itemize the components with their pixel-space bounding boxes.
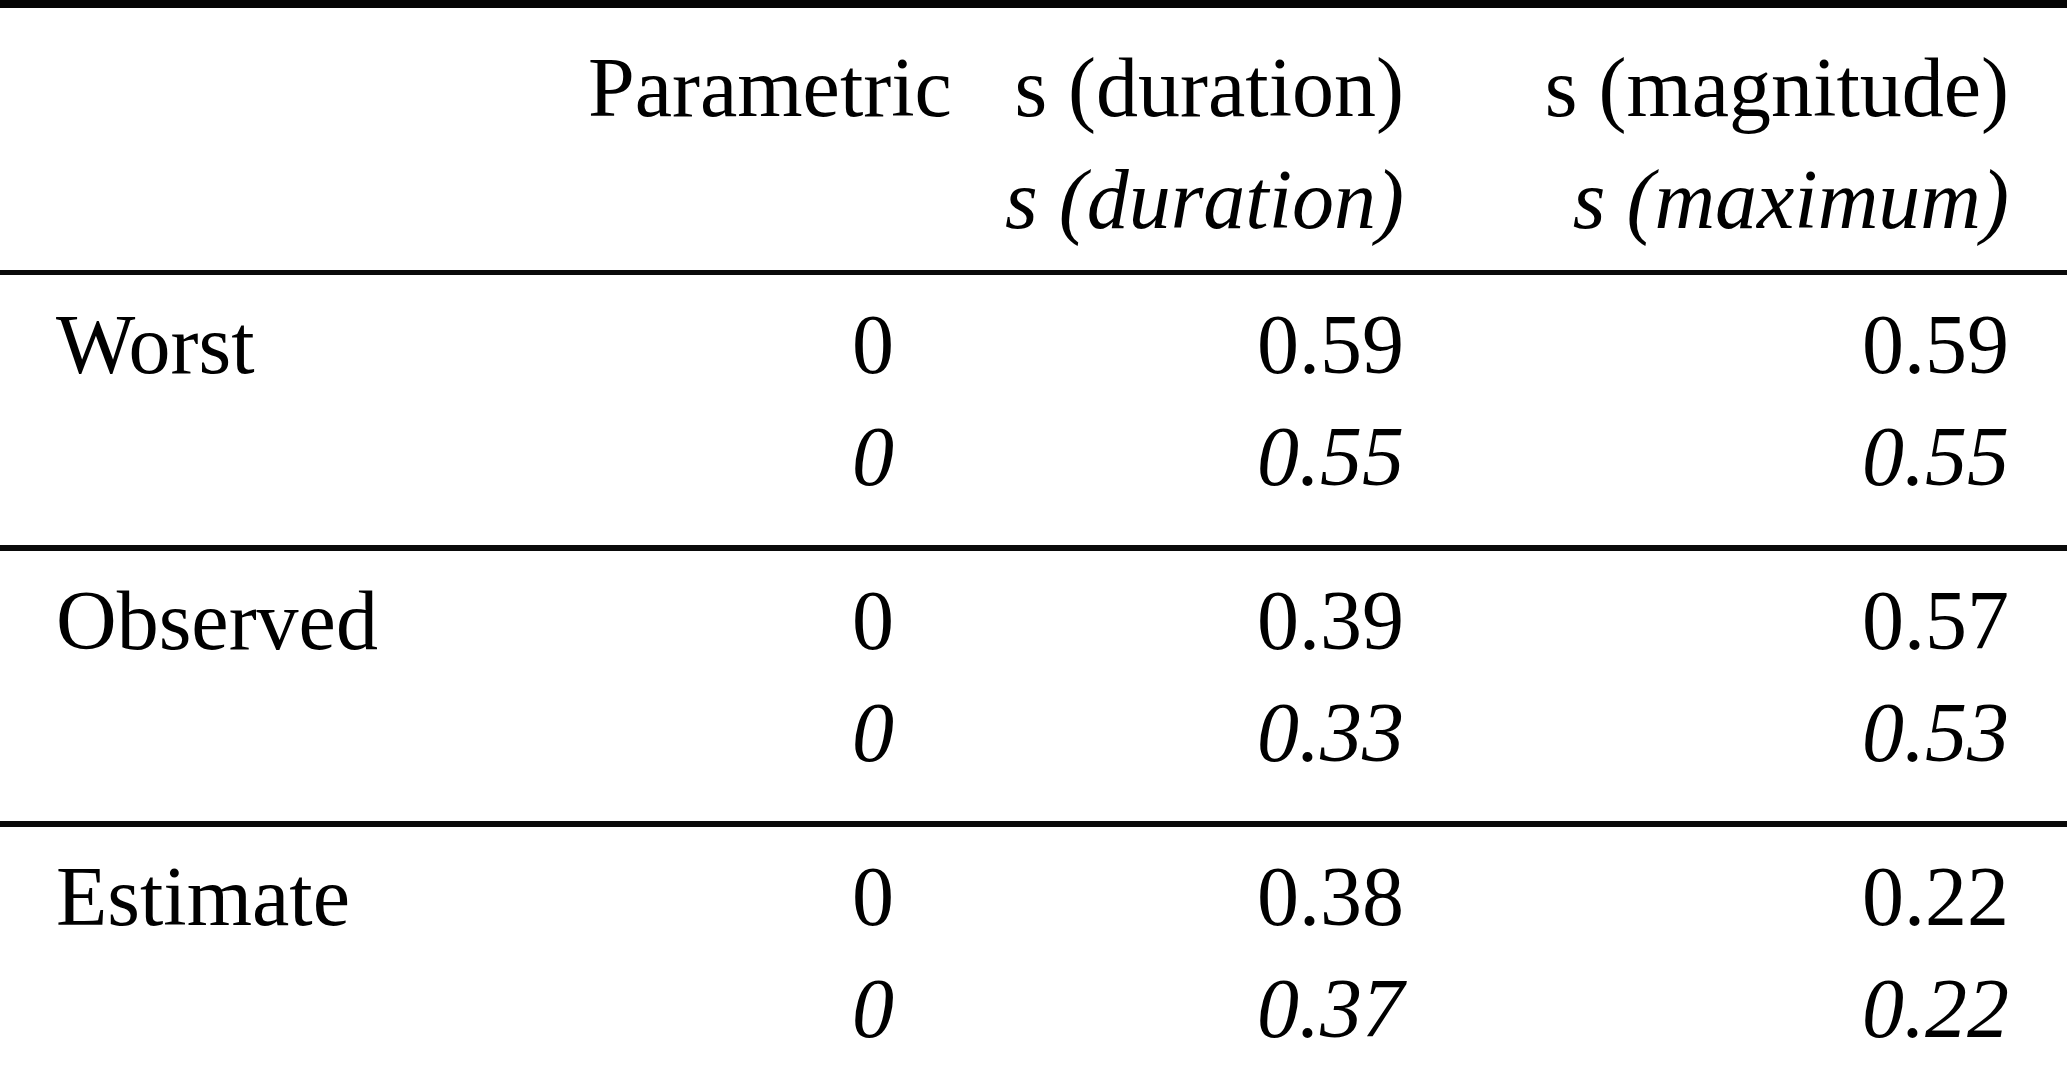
cell-estimate-s-magnitude: 0.22 0.22: [1410, 824, 2067, 1092]
value-italic: 0.33: [900, 677, 1404, 789]
cell-estimate-s-duration: 0.38 0.37: [900, 824, 1410, 1092]
value-roman: 0.22: [1410, 841, 2009, 953]
row-label-text: Observed: [56, 565, 588, 677]
paper-table-page: Parametric s (duration) s (duration) s (…: [0, 0, 2067, 1092]
row-label-spacer: [56, 953, 588, 1065]
value-roman: 0.38: [900, 841, 1404, 953]
value-roman: 0.59: [1410, 289, 2009, 401]
value-italic: 0: [588, 677, 894, 789]
cell-worst-parametric: 0 0: [588, 273, 900, 549]
header-cell-empty: [0, 4, 588, 273]
table-header: Parametric s (duration) s (duration) s (…: [0, 4, 2067, 273]
cell-observed-s-duration: 0.39 0.33: [900, 548, 1410, 824]
value-italic: 0.55: [1410, 401, 2009, 513]
table-row-observed: Observed 0 0 0.39 0.33 0.57 0.53: [0, 548, 2067, 824]
row-label-text: Estimate: [56, 841, 588, 953]
cell-worst-s-duration: 0.59 0.55: [900, 273, 1410, 549]
value-roman: 0.57: [1410, 565, 2009, 677]
table-row-worst: Worst 0 0 0.59 0.55 0.59 0.55: [0, 273, 2067, 549]
header-s-duration-line1: s (duration): [900, 32, 1404, 144]
row-label-worst: Worst: [0, 273, 588, 549]
header-cell-s-magnitude: s (magnitude) s (maximum): [1410, 4, 2067, 273]
header-empty-line2: [56, 144, 588, 256]
row-label-observed: Observed: [0, 548, 588, 824]
value-italic: 0.22: [1410, 953, 2009, 1065]
row-label-spacer: [56, 677, 588, 789]
value-italic: 0: [588, 401, 894, 513]
header-parametric-line2: [588, 144, 894, 256]
cell-observed-parametric: 0 0: [588, 548, 900, 824]
value-roman: 0: [588, 565, 894, 677]
row-label-text: Worst: [56, 289, 588, 401]
header-s-duration-line2: s (duration): [900, 144, 1404, 256]
header-s-magnitude-line1: s (magnitude): [1410, 32, 2009, 144]
results-table: Parametric s (duration) s (duration) s (…: [0, 0, 2067, 1092]
value-roman: 0: [588, 289, 894, 401]
table-body: Worst 0 0 0.59 0.55 0.59 0.55 Obs: [0, 273, 2067, 1092]
value-roman: 0.59: [900, 289, 1404, 401]
cell-observed-s-magnitude: 0.57 0.53: [1410, 548, 2067, 824]
value-italic: 0.37: [900, 953, 1404, 1065]
header-cell-parametric: Parametric: [588, 4, 900, 273]
row-label-estimate: Estimate: [0, 824, 588, 1092]
cell-estimate-parametric: 0 0: [588, 824, 900, 1092]
header-cell-s-duration: s (duration) s (duration): [900, 4, 1410, 273]
row-label-spacer: [56, 401, 588, 513]
header-empty-line1: [56, 32, 588, 144]
value-roman: 0.39: [900, 565, 1404, 677]
table-row-estimate: Estimate 0 0 0.38 0.37 0.22 0.22: [0, 824, 2067, 1092]
value-roman: 0: [588, 841, 894, 953]
header-s-magnitude-line2: s (maximum): [1410, 144, 2009, 256]
cell-worst-s-magnitude: 0.59 0.55: [1410, 273, 2067, 549]
value-italic: 0: [588, 953, 894, 1065]
value-italic: 0.53: [1410, 677, 2009, 789]
header-row: Parametric s (duration) s (duration) s (…: [0, 4, 2067, 273]
value-italic: 0.55: [900, 401, 1404, 513]
header-parametric-line1: Parametric: [588, 32, 894, 144]
